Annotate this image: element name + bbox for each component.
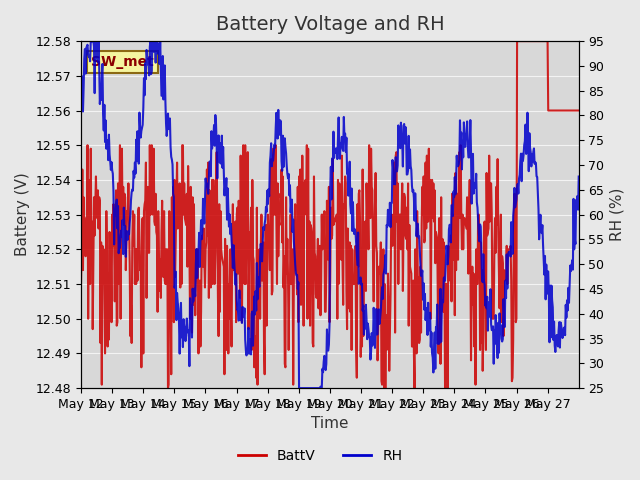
Text: SW_met: SW_met (91, 55, 154, 69)
Title: Battery Voltage and RH: Battery Voltage and RH (216, 15, 444, 34)
X-axis label: Time: Time (311, 417, 349, 432)
Legend: BattV, RH: BattV, RH (232, 443, 408, 468)
Y-axis label: RH (%): RH (%) (610, 188, 625, 241)
Y-axis label: Battery (V): Battery (V) (15, 173, 30, 256)
